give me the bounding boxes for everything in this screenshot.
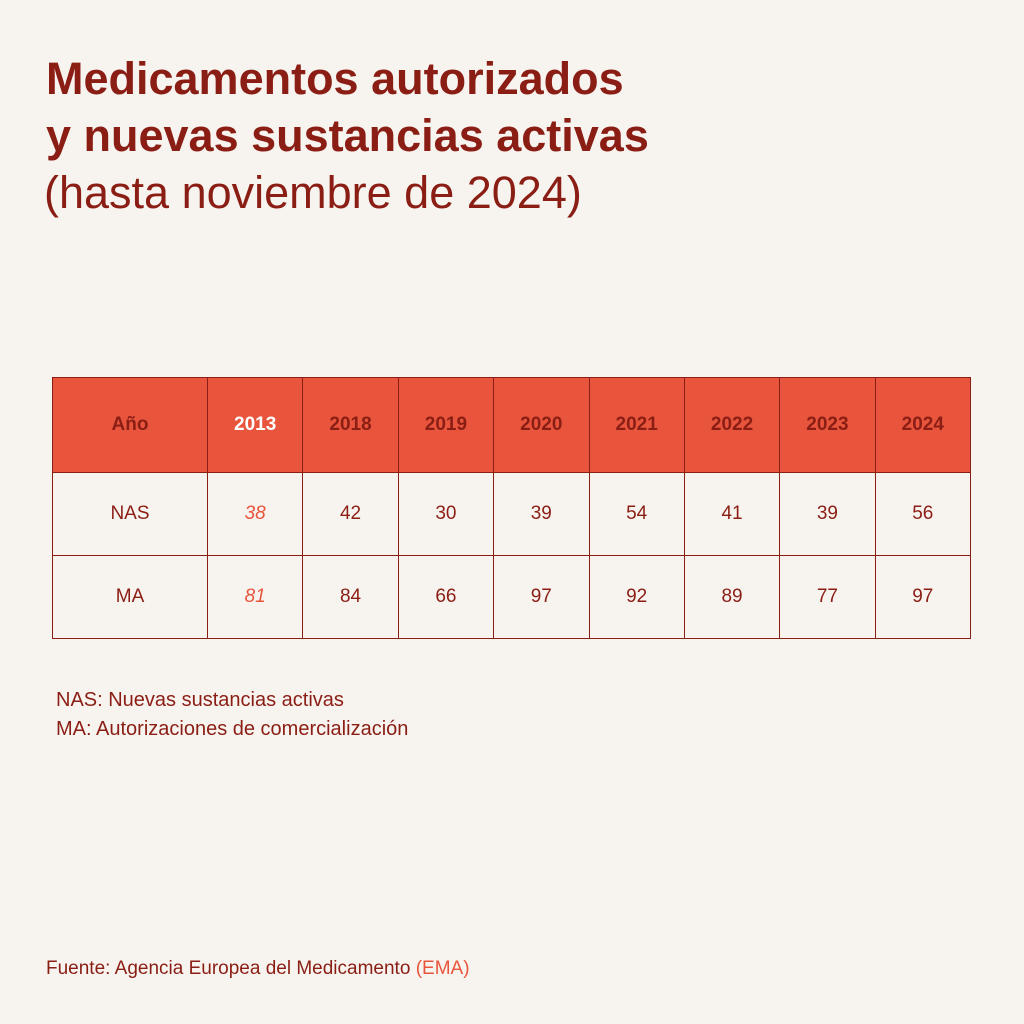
table-row: MA 81 84 66 97 92 89 77 97 (52, 555, 972, 639)
row-label-nas: NAS (52, 472, 208, 556)
cell-nas-2021: 54 (588, 472, 685, 556)
chart-subtitle: (hasta noviembre de 2024) (44, 167, 582, 218)
legend-nas: NAS: Nuevas sustancias activas (56, 689, 344, 711)
cell-ma-2020: 97 (493, 555, 590, 639)
header-year-2018: 2018 (302, 377, 399, 473)
row-label-ma: MA (52, 555, 208, 639)
cell-ma-2024: 97 (874, 555, 972, 639)
cell-ma-2013: 81 (206, 555, 304, 639)
legend-ma: MA: Autorizaciones de comercialización (56, 718, 409, 740)
cell-nas-2018: 42 (302, 472, 399, 556)
table-body: NAS 38 42 30 39 54 41 39 56 MA 81 84 66 97 92 89 77 97 (52, 472, 972, 639)
cell-ma-2019: 66 (397, 555, 495, 639)
header-year-2024: 2024 (874, 377, 972, 473)
header-year-2019: 2019 (397, 377, 495, 473)
source-accent: (EMA) (415, 958, 470, 979)
cell-nas-2019: 30 (397, 472, 495, 556)
cell-nas-2013: 38 (206, 472, 304, 556)
table-row: NAS 38 42 30 39 54 41 39 56 (52, 472, 972, 556)
cell-ma-2021: 92 (588, 555, 685, 639)
header-label-cell: Año (52, 377, 208, 473)
cell-ma-2023: 77 (779, 555, 876, 639)
cell-ma-2022: 89 (683, 555, 781, 639)
header-year-2020: 2020 (493, 377, 590, 473)
source-prefix: Fuente: Agencia Europea del Medicamento (46, 958, 411, 979)
header-year-2023: 2023 (779, 377, 876, 473)
legend: NAS: Nuevas sustancias activas MA: Autor… (56, 686, 408, 744)
source-note: Fuente: Agencia Europea del Medicamento … (46, 958, 470, 980)
table-header-row: Año 2013 2018 2019 2020 2021 2022 2023 2024 (52, 377, 972, 473)
data-table: Año 2013 2018 2019 2020 2021 2022 2023 2024 NAS… (52, 377, 972, 639)
header-year-2022: 2022 (683, 377, 781, 473)
header-year-2013: 2013 (206, 377, 304, 473)
cell-ma-2018: 84 (302, 555, 399, 639)
chart-title-line-1: Medicamentos autorizados (46, 53, 624, 104)
cell-nas-2020: 39 (493, 472, 590, 556)
cell-nas-2023: 39 (779, 472, 876, 556)
cell-nas-2024: 56 (874, 472, 972, 556)
chart-title: Medicamentos autorizados y nuevas sustan… (46, 50, 649, 164)
header-year-2021: 2021 (588, 377, 685, 473)
chart-title-line-2: y nuevas sustancias activas (46, 110, 649, 161)
cell-nas-2022: 41 (683, 472, 781, 556)
